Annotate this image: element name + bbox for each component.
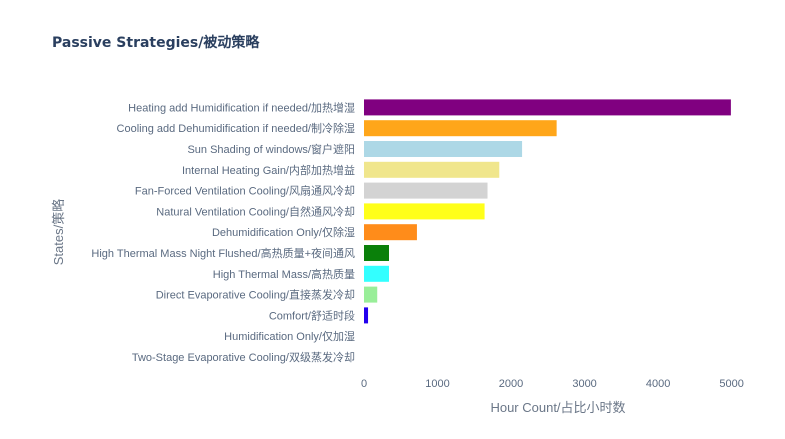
y-tick-label: Dehumidification Only/仅除湿 bbox=[212, 225, 355, 239]
x-tick-label: 5000 bbox=[719, 378, 743, 390]
x-tick-label: 1000 bbox=[425, 378, 449, 390]
bar[interactable] bbox=[364, 224, 417, 241]
y-tick-label: Two-Stage Evaporative Cooling/双级蒸发冷却 bbox=[132, 350, 355, 364]
x-tick-label: 0 bbox=[361, 378, 367, 390]
y-tick-label: Direct Evaporative Cooling/直接蒸发冷却 bbox=[156, 288, 355, 302]
y-axis-tick-labels: Heating add Humidification if needed/加热增… bbox=[91, 100, 355, 364]
bars-layer bbox=[364, 99, 731, 324]
y-tick-label: Humidification Only/仅加湿 bbox=[224, 330, 355, 343]
y-tick-label: High Thermal Mass Night Flushed/高热质量+夜间通… bbox=[91, 246, 355, 260]
x-axis-tick-labels: 0 1000 2000 3000 4000 5000 bbox=[361, 378, 744, 390]
bar[interactable] bbox=[364, 245, 389, 261]
chart-title: Passive Strategies/被动策略 bbox=[52, 34, 260, 51]
bar[interactable] bbox=[364, 120, 557, 137]
x-axis-title: Hour Count/占比小时数 bbox=[490, 400, 625, 415]
y-tick-label: High Thermal Mass/高热质量 bbox=[213, 267, 355, 281]
y-tick-label: Natural Ventilation Cooling/自然通风冷却 bbox=[156, 204, 355, 218]
bar[interactable] bbox=[364, 307, 369, 324]
y-tick-label: Heating add Humidification if needed/加热增… bbox=[128, 100, 355, 114]
y-tick-label: Sun Shading of windows/窗户遮阳 bbox=[187, 142, 355, 156]
y-axis-title: States/策略 bbox=[51, 199, 66, 265]
bar[interactable] bbox=[364, 182, 488, 199]
bar[interactable] bbox=[364, 141, 523, 157]
bar[interactable] bbox=[364, 286, 378, 303]
x-tick-label: 3000 bbox=[572, 378, 596, 390]
y-tick-label: Comfort/舒适时段 bbox=[269, 308, 355, 322]
bar[interactable] bbox=[364, 265, 389, 282]
x-tick-label: 4000 bbox=[646, 378, 670, 390]
bar[interactable] bbox=[364, 161, 500, 178]
y-tick-label: Fan-Forced Ventilation Cooling/风扇通风冷却 bbox=[135, 184, 355, 198]
x-tick-label: 2000 bbox=[499, 378, 523, 390]
bar[interactable] bbox=[364, 203, 485, 220]
bar[interactable] bbox=[364, 99, 731, 116]
y-tick-label: Cooling add Dehumidification if needed/制… bbox=[117, 121, 355, 135]
y-tick-label: Internal Heating Gain/内部加热增益 bbox=[182, 163, 355, 177]
